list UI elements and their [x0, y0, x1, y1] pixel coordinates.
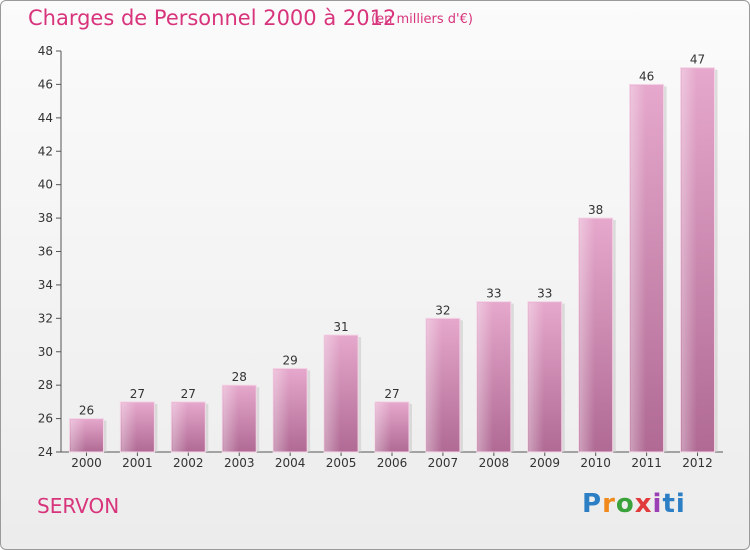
logo-letter: o — [615, 489, 635, 519]
bar-highlight — [70, 419, 86, 452]
data-label: 47 — [690, 53, 705, 67]
data-label: 26 — [79, 404, 94, 418]
bar-highlight — [325, 336, 341, 452]
x-tick-label: 2005 — [326, 456, 357, 470]
data-label: 28 — [232, 370, 247, 384]
data-label: 32 — [435, 303, 450, 317]
x-tick-label: 2012 — [682, 456, 713, 470]
bar-highlight — [426, 319, 443, 452]
bar-highlight — [223, 386, 239, 452]
bar-highlight — [477, 302, 494, 452]
bar-highlight — [579, 219, 595, 452]
y-tick-label: 28 — [38, 378, 53, 392]
y-tick-label: 36 — [38, 245, 53, 259]
logo-letter: i — [652, 489, 663, 519]
data-label: 33 — [537, 287, 552, 301]
chart-title: Charges de Personnel 2000 à 2012 — [28, 6, 397, 30]
x-tick-label: 2003 — [224, 456, 255, 470]
y-tick-label: 30 — [38, 345, 53, 359]
data-label: 29 — [283, 353, 298, 367]
logo-letter: P — [582, 489, 603, 519]
bar-highlight — [274, 369, 290, 452]
bars — [68, 67, 718, 453]
x-tick-label: 2009 — [529, 456, 560, 470]
x-tick-label: 2011 — [631, 456, 662, 470]
labels: 26 27 27 28 29 31 27 32 33 33 38 46 47 — [79, 53, 705, 418]
chart-subtitle: (en milliers d'€) — [371, 12, 473, 27]
x-tick-label: 2007 — [428, 456, 459, 470]
bar-highlight — [630, 85, 646, 453]
x-tick-label: 2004 — [275, 456, 306, 470]
data-label: 31 — [333, 320, 348, 334]
bar-highlight — [172, 402, 188, 452]
y-tick-label: 34 — [38, 278, 53, 292]
y-tick-label: 46 — [38, 77, 53, 91]
axes: 24 26 28 30 32 34 36 38 40 42 44 46 48 2000 2001 2002 20… — [38, 44, 723, 470]
y-tick-label: 40 — [38, 178, 53, 192]
data-label: 27 — [181, 387, 196, 401]
place-name: SERVON — [37, 494, 120, 518]
x-tick-label: 2001 — [122, 456, 153, 470]
logo-letter: r — [602, 489, 616, 519]
y-tick-label: 24 — [38, 445, 53, 459]
x-tick-label: 2010 — [580, 456, 611, 470]
data-label: 46 — [639, 69, 654, 83]
y-tick-label: 42 — [38, 144, 53, 158]
bar-highlight — [376, 402, 392, 452]
y-tick-label: 48 — [38, 44, 53, 58]
y-tick-label: 32 — [38, 311, 53, 325]
logo-letter: ti — [662, 489, 686, 519]
data-label: 27 — [130, 387, 145, 401]
x-tick-label: 2006 — [377, 456, 408, 470]
logo-letter: x — [634, 489, 653, 519]
x-tick-label: 2000 — [71, 456, 102, 470]
data-label: 38 — [588, 203, 603, 217]
y-tick-label: 26 — [38, 412, 53, 426]
bar-highlight — [681, 68, 697, 452]
data-label: 27 — [384, 387, 399, 401]
bar-highlight — [528, 302, 545, 452]
x-tick-label: 2002 — [173, 456, 204, 470]
y-tick-label: 38 — [38, 211, 53, 225]
proxiti-logo: Proxiti — [582, 489, 686, 519]
x-tick-label: 2008 — [479, 456, 510, 470]
y-tick-label: 44 — [38, 111, 53, 125]
data-label: 33 — [486, 287, 501, 301]
bar-highlight — [121, 402, 137, 452]
